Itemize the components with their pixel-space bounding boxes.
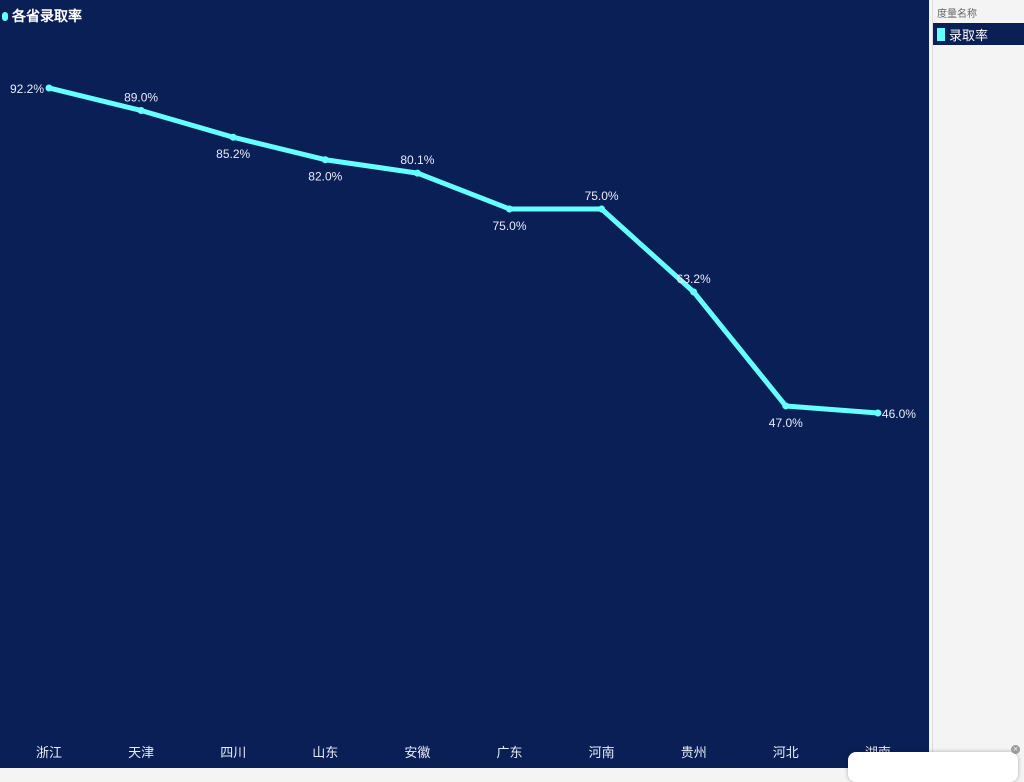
data-label: 75.0% — [492, 219, 526, 233]
data-point — [137, 106, 145, 114]
data-label: 80.1% — [400, 153, 434, 167]
data-label: 82.0% — [308, 170, 342, 184]
legend-title: 度量名称 — [937, 9, 977, 20]
x-tick-label: 贵州 — [681, 746, 707, 761]
data-point — [229, 133, 237, 141]
data-point — [321, 156, 329, 164]
x-tick-label: 天津 — [128, 746, 154, 761]
data-point — [45, 84, 53, 92]
data-point — [782, 402, 790, 410]
x-tick-label: 广东 — [496, 746, 522, 761]
data-label: 75.0% — [585, 189, 619, 203]
x-tick-label: 浙江 — [36, 746, 62, 761]
chart-panel — [0, 0, 929, 768]
chart-title: 各省录取率 — [2, 6, 82, 26]
legend-swatch-icon — [937, 27, 945, 41]
data-label: 89.0% — [124, 90, 158, 104]
data-label: 92.2% — [10, 82, 44, 96]
legend-panel: 度量名称 录取率 — [932, 0, 1024, 768]
data-label: 63.2% — [677, 272, 711, 286]
data-point — [413, 169, 421, 177]
close-icon[interactable]: × — [1011, 745, 1020, 754]
data-point — [874, 409, 882, 417]
title-dot-icon — [2, 11, 8, 21]
series-line — [48, 85, 879, 416]
data-label: 85.2% — [216, 147, 250, 161]
data-point — [598, 205, 606, 213]
legend-item[interactable]: 录取率 — [933, 23, 1024, 45]
x-tick-label: 四川 — [220, 746, 246, 761]
x-tick-label: 山东 — [312, 746, 338, 761]
notification-popup[interactable] — [848, 752, 1018, 782]
x-tick-label: 河北 — [773, 746, 799, 761]
x-tick-label: 安徽 — [404, 746, 430, 761]
data-point — [690, 288, 698, 296]
data-label: 47.0% — [769, 416, 803, 430]
legend-label: 录取率 — [949, 28, 989, 44]
chart-title-text: 各省录取率 — [12, 9, 82, 25]
x-tick-label: 河南 — [589, 745, 615, 761]
line-chart: 92.2% 浙江 89.0% 天津 85.2% 四川 82.0% 山东 80.1% 安徽 75.0%… — [10, 82, 916, 761]
data-label: 46.0% — [882, 407, 916, 421]
data-point — [506, 205, 513, 213]
